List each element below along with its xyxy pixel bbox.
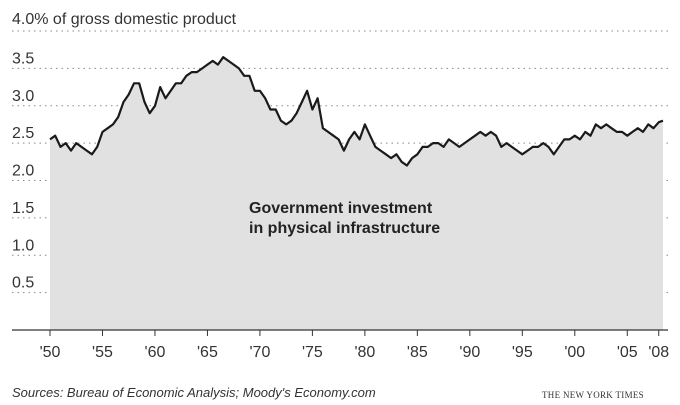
- x-tick-label: '95: [512, 344, 533, 361]
- x-tick-label: '60: [145, 344, 166, 361]
- x-tick-label: '85: [407, 344, 428, 361]
- x-tick-label: '75: [302, 344, 323, 361]
- y-tick-label: 1.5: [12, 200, 34, 217]
- credit-label: THE NEW YORK TIMES: [542, 390, 644, 400]
- x-tick-label: '80: [354, 344, 375, 361]
- y-tick-label: 2.0: [12, 163, 34, 180]
- x-tick-label: '65: [197, 344, 218, 361]
- area-fill: [50, 57, 663, 330]
- series-line: [49, 56, 664, 167]
- annotation-line-1: Government investment: [249, 200, 433, 217]
- y-tick-label: 2.5: [12, 125, 34, 142]
- y-axis: 3.5 3.0 2.5 2.0 1.5 1.0 0.5: [12, 50, 34, 291]
- y-tick-label: 3.5: [12, 50, 34, 67]
- x-tick-label: '00: [564, 344, 585, 361]
- x-tick-label: '55: [92, 344, 113, 361]
- y-tick-label: 0.5: [12, 275, 34, 292]
- x-tick-label: '50: [40, 344, 61, 361]
- x-axis: '50 '55 '60 '65 '70 '75 '80 '85 '90 '95 '00 '05 '08: [40, 330, 669, 361]
- y-axis-top-label: 4.0% of gross domestic product: [12, 11, 237, 28]
- y-tick-label: 3.0: [12, 88, 34, 105]
- y-tick-label: 1.0: [12, 237, 34, 254]
- annotation-line-2: in physical infrastructure: [249, 220, 440, 237]
- x-tick-label: '70: [249, 344, 270, 361]
- x-tick-label: '05: [617, 344, 638, 361]
- x-tick-label: '08: [648, 344, 669, 361]
- sources-note: Sources: Bureau of Economic Analysis; Mo…: [12, 385, 376, 400]
- x-tick-label: '90: [459, 344, 480, 361]
